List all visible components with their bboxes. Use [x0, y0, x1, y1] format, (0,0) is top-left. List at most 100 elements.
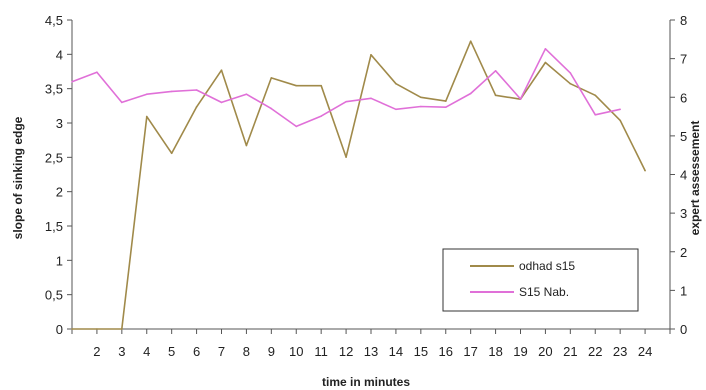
x-tick-label: 17: [463, 344, 477, 359]
y2-tick-label: 3: [680, 206, 687, 221]
y-tick-label: 0,5: [45, 288, 63, 303]
data-point: [594, 114, 596, 116]
y-tick-label: 3,5: [45, 82, 63, 97]
data-point: [570, 83, 572, 85]
data-point: [295, 85, 297, 87]
data-point: [545, 48, 547, 50]
data-point: [420, 96, 422, 98]
y-tick-label: 2: [56, 185, 63, 200]
x-tick-label: 6: [193, 344, 200, 359]
x-tick-label: 22: [588, 344, 602, 359]
data-point: [221, 69, 223, 71]
y2-tick-label: 6: [680, 90, 687, 105]
x-tick-label: 12: [339, 344, 353, 359]
x-axis-title: time in minutes: [322, 375, 410, 389]
y-tick-label: 4,5: [45, 13, 63, 28]
data-point: [470, 93, 472, 95]
data-point: [570, 72, 572, 74]
y2-tick-label: 5: [680, 129, 687, 144]
x-tick-label: 3: [118, 344, 125, 359]
data-point: [271, 77, 273, 79]
data-point: [96, 71, 98, 73]
data-point: [171, 91, 173, 93]
x-tick-label: 21: [563, 344, 577, 359]
y-tick-label: 0: [56, 322, 63, 337]
data-point: [146, 93, 148, 95]
data-point: [644, 170, 646, 172]
data-point: [619, 120, 621, 122]
data-point: [619, 108, 621, 110]
data-point: [395, 108, 397, 110]
x-tick-label: 24: [638, 344, 652, 359]
y2-tick-label: 4: [680, 168, 687, 183]
data-point: [320, 115, 322, 117]
data-point: [71, 81, 73, 83]
data-point: [196, 106, 198, 108]
left-y-axis: 0 0,5 1 1,5 2 2,5 3 3,5 4 4,5: [45, 13, 72, 337]
y-tick-label: 3: [56, 116, 63, 131]
data-point: [520, 98, 522, 100]
x-tick-label: 4: [143, 344, 150, 359]
data-point: [146, 116, 148, 118]
data-point: [495, 95, 497, 97]
data-point: [221, 102, 223, 104]
data-point: [345, 101, 347, 103]
x-tick-label: 8: [243, 344, 250, 359]
y-tick-label: 4: [56, 47, 63, 62]
x-tick-label: 13: [364, 344, 378, 359]
data-point: [370, 54, 372, 56]
x-tick-label: 5: [168, 344, 175, 359]
y2-tick-label: 8: [680, 13, 687, 28]
data-point: [470, 40, 472, 42]
series-line-s15-nab: [72, 49, 620, 127]
data-point: [594, 95, 596, 97]
x-tick-label: 20: [538, 344, 552, 359]
y2-tick-label: 1: [680, 283, 687, 298]
y-tick-label: 2,5: [45, 150, 63, 165]
x-tick-label: 18: [488, 344, 502, 359]
x-tick-label: 23: [613, 344, 627, 359]
data-point: [96, 328, 98, 330]
x-tick-label: 16: [439, 344, 453, 359]
data-point: [295, 126, 297, 128]
legend-label-odhad-s15: odhad s15: [519, 259, 575, 273]
data-point: [71, 328, 73, 330]
data-point: [196, 89, 198, 91]
x-axis: 2 3 4 5 6 7 8 9 10 11 12 13 14 15 16 17 18 19 20 21 22 23 24: [72, 329, 670, 359]
data-point: [271, 108, 273, 110]
data-point: [121, 328, 123, 330]
data-point: [445, 100, 447, 102]
data-point: [445, 106, 447, 108]
x-tick-label: 7: [218, 344, 225, 359]
x-tick-label: 15: [414, 344, 428, 359]
data-point: [171, 152, 173, 154]
x-tick-label: 14: [389, 344, 403, 359]
y-axis-title: slope of sinking edge: [11, 116, 25, 239]
x-tick-label: 2: [93, 344, 100, 359]
data-point: [545, 62, 547, 64]
x-tick-label: 9: [268, 344, 275, 359]
y2-axis-title: expert assessement: [688, 121, 702, 236]
legend-label-s15-nab: S15 Nab.: [519, 285, 569, 299]
y2-tick-label: 7: [680, 52, 687, 67]
data-point: [370, 97, 372, 99]
x-tick-label: 10: [289, 344, 303, 359]
legend: odhad s15 S15 Nab.: [443, 249, 638, 311]
data-point: [420, 106, 422, 108]
y-tick-label: 1: [56, 253, 63, 268]
y-tick-label: 1,5: [45, 219, 63, 234]
x-tick-label: 19: [513, 344, 527, 359]
data-point: [395, 83, 397, 85]
right-y-axis: 0 1 2 3 4 5 6 7 8: [670, 13, 687, 337]
y2-tick-label: 0: [680, 322, 687, 337]
y2-tick-label: 2: [680, 245, 687, 260]
data-point: [495, 70, 497, 72]
data-point: [345, 156, 347, 158]
data-point: [246, 145, 248, 147]
x-tick-label: 11: [314, 344, 328, 359]
data-point: [246, 93, 248, 95]
data-point: [121, 102, 123, 104]
data-point: [320, 85, 322, 87]
